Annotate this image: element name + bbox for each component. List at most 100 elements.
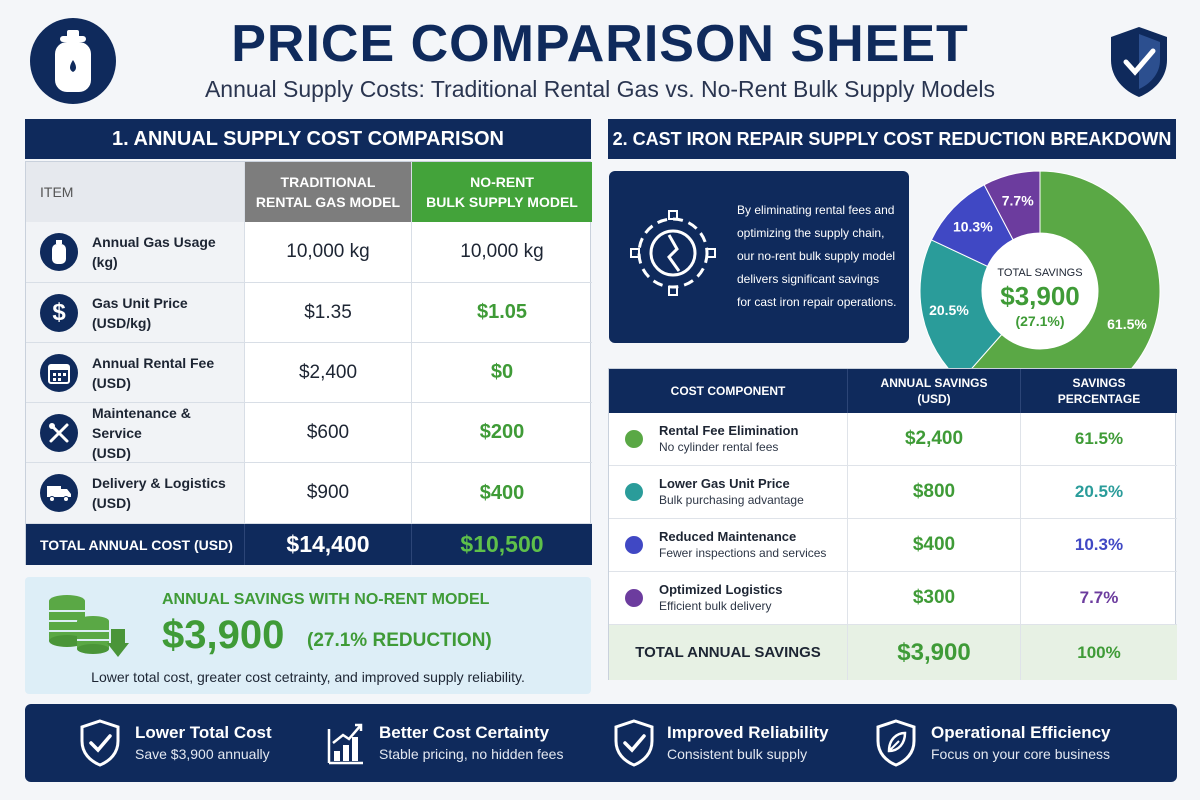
component-pct: 7.7% [1020, 572, 1177, 624]
total-savings-pct: 100% [1020, 625, 1177, 680]
benefit-sub: Save $3,900 annually [135, 746, 270, 762]
row-label: Delivery & Logistics [92, 475, 226, 491]
col-traditional-header: TRADITIONAL RENTAL GAS MODEL [244, 162, 411, 222]
legend-dot [625, 483, 643, 501]
row-unit: (USD) [92, 444, 131, 461]
wrench-screwdriver-icon [40, 413, 78, 452]
table-header-row: COST COMPONENT ANNUAL SAVINGS (USD) SAVI… [609, 369, 1177, 413]
table-row: Reduced Maintenance Fewer inspections and… [609, 519, 1177, 572]
total-savings-value: $3,900 [847, 625, 1020, 680]
savings-breakdown-table: COST COMPONENT ANNUAL SAVINGS (USD) SAVI… [608, 368, 1177, 680]
col-savings-line2: (USD) [917, 392, 951, 406]
table-row: Optimized Logistics Efficient bulk delive… [609, 572, 1177, 625]
component-pct: 10.3% [1020, 519, 1177, 571]
benefit-reliability: Improved Reliability Consistent bulk supp… [613, 704, 829, 782]
col-component-header: COST COMPONENT [670, 384, 786, 398]
table-row: $ Gas Unit Price (USD/kg) $1.35 $1.05 [26, 283, 592, 343]
donut-slice-label: 20.5% [929, 302, 969, 318]
row-unit: (kg) [92, 254, 118, 270]
section1-header: 1. ANNUAL SUPPLY COST COMPARISON [25, 119, 591, 159]
row-unit: (USD) [92, 374, 131, 391]
benefit-lower-cost: Lower Total Cost Save $3,900 annually [79, 704, 272, 782]
legend-dot [625, 536, 643, 554]
benefit-cost-certainty: Better Cost Certainty Stable pricing, no … [325, 704, 563, 782]
annual-savings-box: ANNUAL SAVINGS WITH NO-RENT MODEL $3,900… [25, 577, 591, 694]
col-traditional-line1: TRADITIONAL [280, 174, 376, 190]
table-row: Lower Gas Unit Price Bulk purchasing adva… [609, 466, 1177, 519]
page-subtitle: Annual Supply Costs: Traditional Rental … [204, 76, 996, 102]
norent-value: 10,000 kg [411, 222, 592, 282]
traditional-value: 10,000 kg [244, 222, 411, 282]
norent-value: $400 [411, 463, 592, 523]
info-text: By eliminating rental fees and optimizin… [737, 199, 903, 314]
traditional-value: $2,400 [244, 343, 411, 402]
benefit-sub: Consistent bulk supply [667, 746, 808, 762]
component-savings: $300 [847, 572, 1020, 624]
benefit-title: Improved Reliability [667, 723, 829, 742]
component-savings: $400 [847, 519, 1020, 571]
table-row: Annual Rental Fee (USD) $2,400 $0 [26, 343, 592, 403]
legend-dot [625, 430, 643, 448]
component-title: Rental Fee Elimination [659, 423, 799, 438]
component-title: Lower Gas Unit Price [659, 476, 790, 491]
traditional-value: $600 [244, 403, 411, 462]
component-savings: $800 [847, 466, 1020, 518]
norent-value: $1.05 [411, 283, 592, 342]
shield-check-icon [80, 719, 120, 767]
row-label: Gas Unit Price [92, 294, 188, 311]
col-pct-header: SAVINGS PERCENTAGE [1020, 369, 1177, 413]
info-line: our no-rent bulk supply model [737, 249, 896, 263]
donut-center-amount: $3,900 [1000, 281, 1080, 311]
col-pct-line1: SAVINGS [1072, 376, 1126, 390]
donut-hole [982, 233, 1098, 349]
component-sub: Fewer inspections and services [659, 546, 827, 560]
benefit-title: Operational Efficiency [931, 723, 1111, 742]
norent-value: $200 [411, 403, 592, 462]
col-pct-line2: PERCENTAGE [1057, 392, 1141, 406]
donut-svg: 61.5% 20.5% 10.3% 7.7% [919, 170, 1161, 368]
cost-comparison-table: ITEM TRADITIONAL RENTAL GAS MODEL NO-REN… [25, 161, 592, 565]
total-savings-row: TOTAL ANNUAL SAVINGS $3,900 100% [609, 625, 1177, 680]
component-pct: 20.5% [1020, 466, 1177, 518]
info-panel: By eliminating rental fees and optimizin… [609, 171, 909, 343]
shield-check-logo [1106, 24, 1172, 100]
benefit-sub: Focus on your core business [931, 746, 1110, 762]
info-line: By eliminating rental fees and [737, 203, 895, 217]
dollar-icon: $ [40, 293, 78, 332]
row-unit: (USD/kg) [92, 314, 152, 331]
savings-amount: $3,900 [162, 613, 285, 657]
benefit-efficiency: Operational Efficiency Focus on your core… [875, 704, 1111, 782]
page-title: PRICE COMPARISON SHEET [231, 15, 969, 73]
benefits-footer: Lower Total Cost Save $3,900 annually Bet… [25, 704, 1177, 782]
col-norent-line2: BULK SUPPLY MODEL [426, 194, 578, 210]
component-savings: $2,400 [847, 413, 1020, 465]
component-title: Reduced Maintenance [659, 529, 797, 544]
component-sub: No cylinder rental fees [659, 440, 779, 454]
benefit-title: Lower Total Cost [135, 723, 272, 742]
gear-broken-icon [625, 205, 721, 301]
row-label: Annual Rental Fee [92, 354, 215, 371]
col-norent-header: NO-RENT BULK SUPPLY MODEL [411, 162, 592, 222]
section2-header: 2. CAST IRON REPAIR SUPPLY COST REDUCTIO… [608, 119, 1176, 159]
benefit-title: Better Cost Certainty [379, 723, 550, 742]
savings-note: Lower total cost, greater cost cetrainty… [91, 669, 525, 685]
col-norent-line1: NO-RENT [470, 174, 534, 190]
savings-donut-chart: 61.5% 20.5% 10.3% 7.7% TOTAL SAVINGS $3,900… [918, 169, 1162, 368]
total-row: TOTAL ANNUAL COST (USD) $14,400 $10,500 [26, 524, 592, 565]
shield-check-icon [1111, 27, 1167, 97]
savings-reduction: (27.1% REDUCTION) [307, 630, 492, 651]
savings-heading: ANNUAL SAVINGS WITH NO-RENT MODEL [162, 591, 490, 608]
benefit-sub: Stable pricing, no hidden fees [379, 746, 564, 762]
table-row: Annual Gas Usage (kg) 10,000 kg 10,000 kg [26, 222, 592, 283]
donut-slice-label: 10.3% [953, 219, 993, 235]
shield-leaf-icon [876, 719, 916, 767]
component-title: Optimized Logistics [659, 582, 783, 597]
donut-center-pct: (27.1%) [1015, 313, 1065, 329]
col-savings-line1: ANNUAL SAVINGS [880, 376, 988, 390]
donut-center-label: TOTAL SAVINGS [997, 267, 1083, 279]
row-label: Maintenance & Service [92, 404, 191, 441]
legend-dot [625, 589, 643, 607]
norent-value: $0 [411, 343, 592, 402]
table-row: Rental Fee Elimination No cylinder rental… [609, 413, 1177, 466]
table-header-row: ITEM TRADITIONAL RENTAL GAS MODEL NO-REN… [26, 162, 592, 222]
